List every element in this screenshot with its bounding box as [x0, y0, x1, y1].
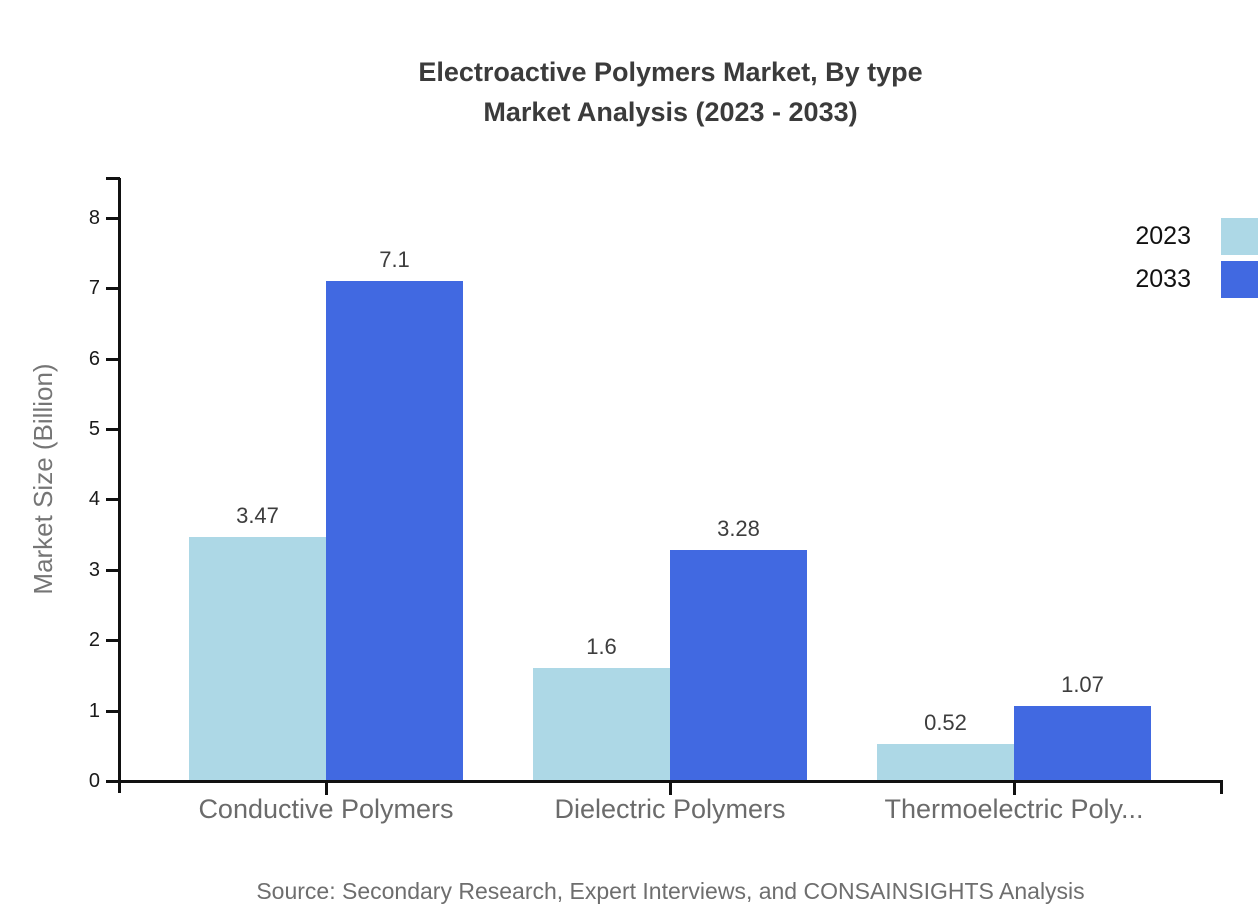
legend-item-2023: 2023: [1135, 218, 1258, 255]
bar-2023: [877, 744, 1014, 780]
y-tick: [106, 639, 118, 643]
category-label: Conductive Polymers: [198, 794, 454, 824]
y-tick: [106, 568, 118, 572]
y-tick-label: 2: [88, 629, 100, 652]
legend: 2023 2033: [1135, 218, 1258, 304]
y-tick-label: 0: [88, 770, 100, 792]
bar-value-label: 3.47: [236, 503, 279, 528]
y-tick: [106, 357, 118, 361]
legend-label-2023: 2023: [1135, 222, 1191, 250]
category-label: Dielectric Polymers: [554, 794, 786, 824]
bar-2023: [189, 537, 326, 780]
bar-value-label: 1.6: [586, 634, 617, 659]
y-tick: [106, 780, 118, 783]
y-tick-label: 3: [88, 558, 100, 581]
y-axis-line: [118, 178, 121, 793]
y-tick: [106, 287, 118, 291]
y-tick: [106, 498, 118, 502]
bar-value-label: 1.07: [1061, 672, 1104, 697]
y-tick-label: 5: [88, 418, 100, 440]
bar-value-label: 3.28: [717, 516, 760, 541]
bar-2023: [533, 668, 670, 780]
bar-value-label: 0.52: [924, 710, 967, 735]
legend-swatch-2023: [1221, 218, 1258, 255]
y-tick-label: 7: [88, 277, 100, 300]
category-label: Thermoelectric Poly...: [884, 794, 1144, 824]
y-tick-label: 8: [88, 206, 100, 229]
legend-label-2033: 2033: [1135, 265, 1191, 293]
x-axis-end-cap: [1220, 780, 1223, 794]
y-tick: [106, 216, 118, 220]
y-tick-label: 4: [88, 488, 100, 511]
y-axis-top-cap: [106, 177, 120, 180]
chart-title: Electroactive Polymers Market, By type M…: [119, 52, 1222, 132]
x-tick: [1013, 783, 1016, 795]
chart-title-line2: Market Analysis (2023 - 2033): [483, 97, 858, 127]
legend-swatch-2033: [1221, 261, 1258, 298]
x-tick: [325, 783, 328, 795]
chart-title-line1: Electroactive Polymers Market, By type: [418, 57, 923, 87]
y-tick-label: 1: [88, 699, 100, 722]
legend-item-2033: 2033: [1135, 261, 1258, 298]
bar-2033: [1014, 706, 1151, 780]
bar-2033: [326, 281, 463, 780]
bar-2033: [670, 550, 807, 780]
bar-value-label: 7.1: [379, 247, 410, 272]
y-tick: [106, 709, 118, 713]
y-tick: [106, 428, 118, 431]
y-tick-label: 6: [88, 347, 100, 370]
x-axis-line: [118, 780, 1223, 783]
source-note: Source: Secondary Research, Expert Inter…: [256, 878, 1085, 904]
x-tick: [669, 783, 672, 795]
